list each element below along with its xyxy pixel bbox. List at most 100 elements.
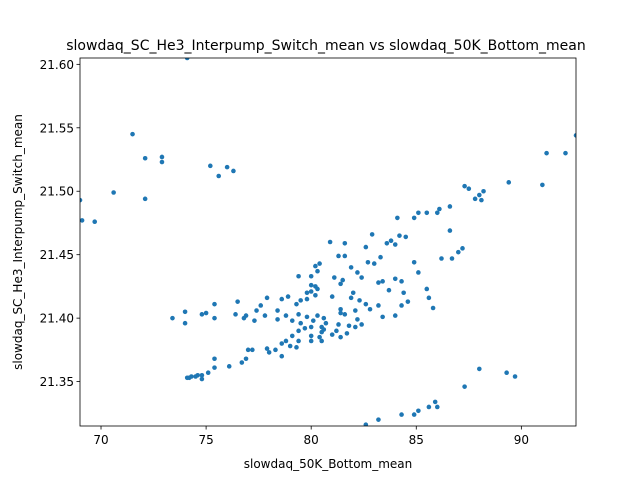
scatter-point <box>287 343 293 349</box>
scatter-point <box>504 370 509 376</box>
scatter-point <box>216 173 222 179</box>
scatter-point <box>477 366 482 372</box>
scatter-point <box>313 293 318 298</box>
scatter-point <box>411 260 417 265</box>
scatter-point <box>338 334 343 340</box>
scatter-point <box>344 331 350 336</box>
scatter-point <box>416 210 421 216</box>
scatter-point <box>279 353 285 359</box>
scatter-point <box>336 253 341 259</box>
scatter-point <box>336 322 341 327</box>
scatter-point <box>212 356 217 362</box>
scatter-point <box>321 315 327 321</box>
scatter-point <box>401 290 406 296</box>
scatter-point <box>239 360 245 365</box>
scatter-point <box>308 289 314 294</box>
scatter-point <box>302 325 308 331</box>
scatter-point <box>447 204 453 209</box>
scatter-point <box>245 347 251 353</box>
scatter-point <box>359 275 364 280</box>
scatter-point <box>296 312 301 317</box>
data-points <box>80 58 576 426</box>
y-tick-label: 21.35 <box>40 375 74 389</box>
scatter-point <box>203 310 209 316</box>
scatter-point <box>304 290 310 296</box>
scatter-point <box>430 305 436 311</box>
scatter-point <box>319 329 324 335</box>
scatter-point <box>380 279 385 284</box>
scatter-point <box>231 168 236 174</box>
scatter-point <box>285 294 291 299</box>
scatter-point <box>355 270 360 275</box>
scatter-point <box>399 303 404 308</box>
y-tick-label: 21.55 <box>40 121 74 135</box>
scatter-point <box>224 164 230 170</box>
x-axis-ticks: 70 75 80 85 90 <box>93 426 529 447</box>
scatter-point <box>439 256 444 261</box>
scatter-point <box>184 58 190 61</box>
scatter-point <box>411 215 417 221</box>
scatter-point <box>329 294 335 299</box>
scatter-point <box>226 364 232 369</box>
scatter-point <box>212 301 217 307</box>
scatter-point <box>283 338 289 344</box>
chart-title: slowdaq_SC_He3_Interpump_Switch_mean vs … <box>66 38 585 54</box>
scatter-point <box>296 328 301 334</box>
scatter-point <box>369 232 375 237</box>
scatter-point <box>359 322 364 327</box>
scatter-point <box>142 155 148 161</box>
scatter-point <box>241 315 247 321</box>
scatter-point <box>199 312 205 317</box>
scatter-point <box>466 186 472 191</box>
scatter-point <box>512 374 518 379</box>
scatter-point <box>395 215 400 221</box>
scatter-point <box>481 188 486 194</box>
scatter-point <box>424 210 430 216</box>
scatter-point <box>159 154 165 160</box>
scatter-point <box>434 210 440 216</box>
scatter-point <box>363 422 369 426</box>
scatter-point <box>264 295 270 301</box>
scatter-point <box>338 310 343 316</box>
scatter-point <box>308 324 314 330</box>
scatter-point <box>348 265 354 270</box>
scatter-point <box>308 282 314 288</box>
scatter-point <box>208 163 213 169</box>
scatter-point <box>367 306 373 312</box>
scatter-point <box>350 290 356 296</box>
scatter-point <box>376 303 381 308</box>
scatter-point <box>205 370 211 376</box>
scatter-point <box>426 404 432 410</box>
scatter-point <box>334 328 339 334</box>
scatter-point <box>199 376 205 382</box>
scatter-point <box>348 295 354 301</box>
scatter-point <box>544 150 549 156</box>
scatter-point <box>315 268 320 274</box>
scatter-point <box>308 333 314 339</box>
scatter-point <box>363 244 369 250</box>
scatter-point <box>184 375 190 381</box>
scatter-point <box>304 296 310 302</box>
scatter-point <box>252 318 257 323</box>
scatter-point <box>426 295 432 301</box>
scatter-point <box>317 334 322 340</box>
scatter-point <box>479 197 484 203</box>
scatter-point <box>432 399 438 405</box>
scatter-point <box>434 404 440 410</box>
x-tick-label: 70 <box>93 433 108 447</box>
scatter-point <box>275 308 280 313</box>
scatter-point <box>416 270 421 275</box>
scatter-point <box>388 238 394 244</box>
scatter-point <box>477 192 482 198</box>
scatter-point <box>378 254 383 260</box>
scatter-point <box>279 296 285 302</box>
scatter-point <box>323 320 329 326</box>
scatter-point <box>193 374 198 379</box>
y-tick-label: 21.60 <box>40 58 74 72</box>
scatter-point <box>317 261 322 266</box>
scatter-point <box>338 306 343 312</box>
scatter-point <box>80 218 85 223</box>
scatter-point <box>289 333 295 339</box>
scatter-point <box>258 303 264 308</box>
scatter-point <box>397 233 402 238</box>
